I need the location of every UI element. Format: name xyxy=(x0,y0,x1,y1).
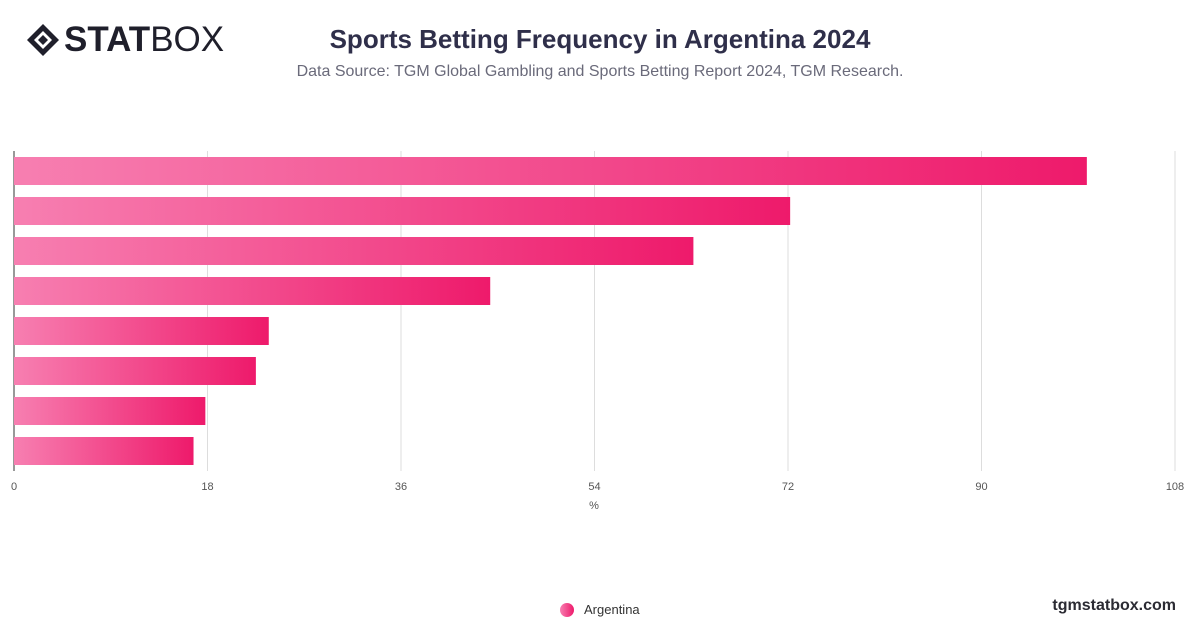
bars xyxy=(14,157,1087,465)
chart-title: Sports Betting Frequency in Argentina 20… xyxy=(329,24,871,54)
x-tick-label: 72 xyxy=(782,481,794,493)
legend[interactable]: Argentina xyxy=(560,602,640,617)
x-tick-label: 90 xyxy=(975,481,987,493)
logo-stat-text: STAT xyxy=(64,20,151,59)
x-axis-label: % xyxy=(589,500,599,512)
bar[interactable] xyxy=(14,397,206,425)
bar[interactable] xyxy=(14,277,491,305)
footer-url[interactable]: tgmstatbox.com xyxy=(1052,597,1176,614)
x-tick-label: 108 xyxy=(1166,481,1184,493)
bar[interactable] xyxy=(14,237,694,265)
x-axis-ticks: 0 18 36 54 72 90 108 xyxy=(11,481,1184,493)
chart-subtitle: Data Source: TGM Global Gambling and Spo… xyxy=(296,63,904,80)
x-tick-label: 36 xyxy=(395,481,407,493)
bar[interactable] xyxy=(14,157,1087,185)
diamond-logo-icon xyxy=(27,24,59,56)
bar[interactable] xyxy=(14,437,194,465)
bar[interactable] xyxy=(14,317,269,345)
legend-marker xyxy=(560,602,574,617)
x-tick-label: 54 xyxy=(588,481,600,493)
x-tick-label: 18 xyxy=(201,481,213,493)
bar[interactable] xyxy=(14,197,791,225)
logo-wordmark: STATBOX xyxy=(64,22,224,58)
statbox-logo: STATBOX xyxy=(26,22,224,58)
x-tick-label: 0 xyxy=(11,481,17,493)
logo-box-text: BOX xyxy=(150,20,225,59)
bar[interactable] xyxy=(14,357,256,385)
legend-label: Argentina xyxy=(584,602,640,617)
